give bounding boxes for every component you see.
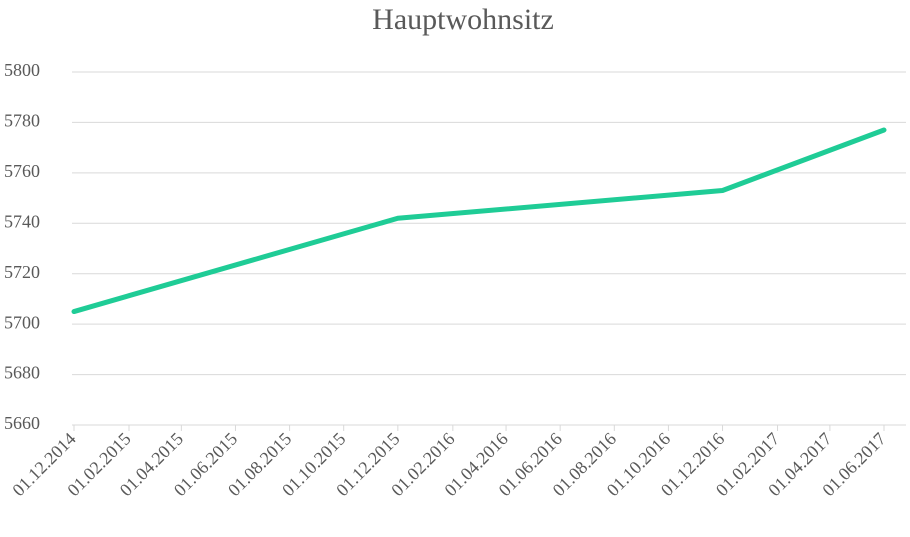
y-tick-label: 5760	[4, 161, 40, 181]
chart-title: Hauptwohnsitz	[372, 3, 554, 36]
y-tick-label: 5740	[4, 211, 40, 231]
line-series	[71, 127, 887, 315]
y-tick-label: 5800	[4, 60, 40, 80]
y-tick-label: 5660	[4, 413, 40, 433]
y-tick-label: 5720	[4, 262, 40, 282]
y-tick-label: 5780	[4, 111, 40, 131]
y-tick-label: 5680	[4, 363, 40, 383]
y-tick-label: 5700	[4, 312, 40, 332]
